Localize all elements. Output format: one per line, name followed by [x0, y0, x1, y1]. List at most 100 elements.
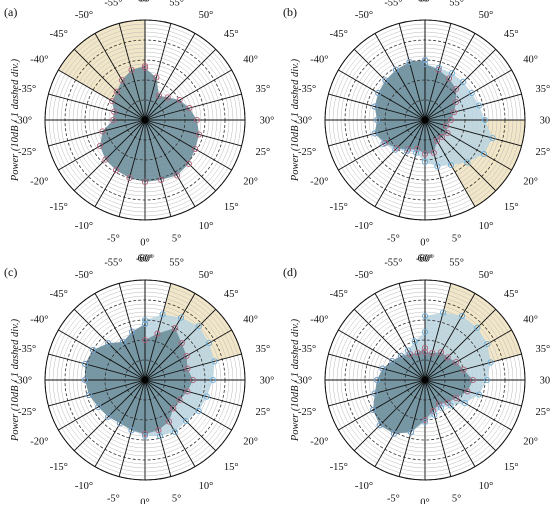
data-point — [153, 74, 160, 81]
data-point — [105, 340, 112, 347]
data-point — [489, 135, 496, 142]
angle-tick-label: 5° — [172, 493, 181, 504]
spoke-line — [144, 119, 172, 217]
spoke-line — [328, 379, 426, 407]
angle-tick-label: -20° — [30, 437, 48, 448]
data-point — [421, 344, 429, 352]
spoke-line — [48, 353, 146, 381]
data-point — [109, 116, 117, 124]
angle-tick-label: -20° — [310, 177, 328, 188]
spoke-line — [424, 329, 512, 381]
angle-tick-label: 40° — [523, 55, 538, 66]
angle-tick-label: -35° — [298, 344, 316, 355]
spoke-line — [424, 119, 497, 192]
angle-tick-label: -10° — [75, 481, 93, 492]
data-point — [437, 404, 445, 411]
spoke-line — [48, 119, 146, 147]
data-point — [487, 359, 494, 366]
spoke-line — [424, 119, 476, 207]
data-point — [453, 98, 460, 106]
spoke-line — [424, 119, 512, 171]
data-point — [116, 420, 124, 427]
angle-tick-label: -10° — [355, 481, 373, 492]
data-point — [447, 116, 455, 124]
angle-tick-label: 55° — [449, 0, 464, 9]
angle-tick-label: -5° — [387, 493, 400, 504]
data-point — [411, 338, 418, 345]
angle-tick-label: -15° — [50, 462, 68, 473]
spoke-line — [374, 379, 426, 467]
angle-tick-label: -30° — [14, 116, 32, 127]
spoke-line — [144, 379, 217, 452]
data-point — [111, 108, 118, 115]
spoke-line — [94, 33, 146, 121]
data-point — [171, 324, 179, 332]
data-point — [373, 376, 381, 384]
data-point — [211, 358, 218, 365]
data-point — [464, 388, 471, 395]
data-point — [433, 137, 441, 144]
data-point — [474, 324, 481, 331]
spoke-line — [144, 379, 232, 431]
angle-tick-label: -55° — [384, 0, 402, 9]
data-point — [185, 160, 192, 167]
data-point — [403, 148, 411, 155]
data-point — [157, 176, 165, 183]
spoke-line — [353, 48, 426, 121]
angle-tick-label: 10° — [199, 481, 214, 492]
data-point — [443, 122, 450, 129]
data-point — [468, 89, 475, 97]
spoke-line — [338, 379, 426, 431]
data-point — [112, 167, 120, 174]
spoke-line — [73, 379, 146, 452]
data-point — [404, 347, 412, 354]
data-point — [392, 146, 399, 153]
angle-tick-label: 60° — [418, 254, 433, 265]
spoke-line — [48, 93, 146, 121]
angle-tick-label: 15° — [224, 202, 239, 213]
data-point — [430, 149, 437, 156]
data-point — [170, 405, 177, 412]
angle-tick-label: -40° — [310, 55, 328, 66]
data-point — [128, 66, 135, 73]
data-point — [126, 174, 133, 182]
data-point — [206, 339, 213, 347]
data-point — [196, 131, 203, 138]
angle-tick-label: 60° — [138, 0, 153, 5]
angle-tick-label: -35° — [298, 84, 316, 95]
spoke-line — [144, 119, 196, 207]
data-point — [105, 413, 112, 420]
data-point — [193, 116, 201, 124]
spoke-line — [144, 48, 217, 121]
data-point — [183, 352, 190, 360]
angle-tick-label: 35° — [255, 84, 270, 95]
spoke-line — [58, 69, 146, 121]
angle-tick-label: -15° — [330, 202, 348, 213]
angle-tick-label: -40° — [30, 55, 48, 66]
data-point — [176, 396, 183, 404]
radial-axis-label: Power (10dB / 1 dashed div.) — [10, 318, 21, 442]
outer-ring — [44, 19, 246, 221]
data-point — [141, 62, 149, 70]
spoke-line — [338, 69, 426, 121]
data-point — [159, 311, 166, 318]
data-point — [461, 399, 468, 407]
angle-tick-label: -50° — [355, 10, 373, 21]
data-point — [484, 340, 491, 348]
data-point — [89, 346, 97, 354]
angle-tick-label: -55° — [104, 258, 122, 269]
spoke-line — [144, 119, 217, 192]
center-dot — [141, 116, 149, 124]
angle-tick-label: -50° — [355, 270, 373, 281]
data-point — [406, 58, 413, 66]
angle-tick-label: -60° — [136, 0, 154, 5]
angle-tick-label: -35° — [18, 84, 36, 95]
spoke-line — [328, 93, 426, 121]
data-point — [186, 105, 193, 112]
data-point — [189, 376, 197, 384]
spoke-line — [144, 329, 232, 381]
angle-tick-label: 45° — [504, 29, 519, 40]
radial-axis-label: Power (10dB / 1 dashed div.) — [290, 58, 301, 182]
angle-tick-label: 15° — [504, 462, 519, 473]
